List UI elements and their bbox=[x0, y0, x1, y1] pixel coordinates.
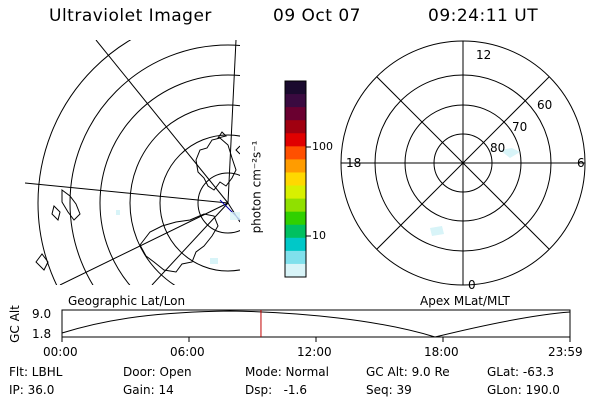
colorbar-segment bbox=[285, 250, 306, 265]
lat-circle bbox=[159, 134, 240, 272]
timeline-tick-3: 18:00 bbox=[424, 345, 459, 359]
lat-circle bbox=[69, 44, 240, 285]
colorbar-segment bbox=[285, 120, 306, 134]
meridian bbox=[59, 202, 229, 285]
coastline bbox=[139, 213, 219, 273]
colorbar-tick-10: 10 bbox=[312, 229, 326, 242]
lat-circle bbox=[197, 172, 240, 234]
timeline-y-high: 9.0 bbox=[32, 307, 52, 321]
mlt-label-18: 18 bbox=[346, 156, 362, 170]
coastline bbox=[195, 137, 237, 191]
coastline bbox=[216, 131, 227, 139]
timeline-tick-4: 23:59 bbox=[548, 345, 583, 359]
status-gc-alt: GC Alt: 9.0 Re bbox=[366, 365, 450, 379]
colorbar-segment bbox=[285, 146, 306, 160]
colorbar-segment bbox=[285, 185, 306, 200]
status-door: Door: Open bbox=[123, 365, 192, 379]
status-gain: Gain: 14 bbox=[123, 383, 174, 397]
timeline-ylabel: GC Alt bbox=[7, 305, 22, 343]
time-label: 09:24:11 UT bbox=[428, 6, 539, 26]
colorbar-segment bbox=[285, 172, 306, 187]
lat-label-80: 80 bbox=[490, 141, 506, 155]
lat-label-70: 70 bbox=[512, 120, 528, 134]
status-glat: GLat: -63.3 bbox=[487, 365, 554, 379]
colorbar-segment bbox=[285, 107, 306, 121]
timeline-y-low: 1.8 bbox=[32, 327, 52, 341]
timeline-tick-0: 00:00 bbox=[43, 345, 78, 359]
status-dsp: Dsp: -1.6 bbox=[245, 383, 308, 397]
meridian bbox=[227, 40, 237, 204]
colorbar-segment bbox=[285, 211, 306, 226]
coastline bbox=[235, 145, 240, 155]
colorbar-segment bbox=[285, 81, 306, 95]
mlt-label-0: 0 bbox=[468, 278, 476, 292]
coastline bbox=[61, 189, 81, 221]
colorbar-segment bbox=[285, 198, 306, 213]
left-panel-caption: Geographic Lat/Lon bbox=[68, 294, 186, 308]
altitude-curve bbox=[61, 310, 571, 338]
timeline-tick-2: 12:00 bbox=[297, 345, 332, 359]
status-ip: IP: 36.0 bbox=[9, 383, 55, 397]
timeline-tick-1: 06:00 bbox=[170, 345, 205, 359]
lat-circle bbox=[129, 104, 240, 285]
lat-circle bbox=[37, 40, 132, 285]
meridian bbox=[25, 182, 229, 204]
lat-label-60: 60 bbox=[537, 98, 553, 112]
coastline bbox=[35, 253, 49, 271]
colorbar-segment bbox=[285, 224, 306, 239]
colorbar-segment bbox=[285, 237, 306, 252]
colorbar-segment bbox=[285, 94, 306, 108]
lat-circle bbox=[99, 74, 240, 285]
colorbar-segment bbox=[285, 133, 306, 147]
status-filter: Flt: LBHL bbox=[9, 365, 63, 379]
status-glon: GLon: 190.0 bbox=[487, 383, 560, 397]
mlt-label-12: 12 bbox=[476, 48, 492, 62]
colorbar-segment bbox=[285, 159, 306, 173]
meridian bbox=[95, 40, 229, 204]
polar-diagonal bbox=[376, 76, 550, 250]
coastline bbox=[51, 205, 61, 221]
instrument-title: Ultraviolet Imager bbox=[49, 6, 212, 26]
status-seq: Seq: 39 bbox=[366, 383, 412, 397]
mlt-label-6: 6 bbox=[577, 156, 585, 170]
meridian bbox=[151, 202, 229, 285]
right-panel-caption: Apex MLat/MLT bbox=[420, 294, 510, 308]
colorbar-tick-100: 100 bbox=[312, 140, 333, 153]
date-label: 09 Oct 07 bbox=[273, 6, 361, 26]
colorbar-segment bbox=[285, 263, 306, 278]
status-mode: Mode: Normal bbox=[245, 365, 329, 379]
